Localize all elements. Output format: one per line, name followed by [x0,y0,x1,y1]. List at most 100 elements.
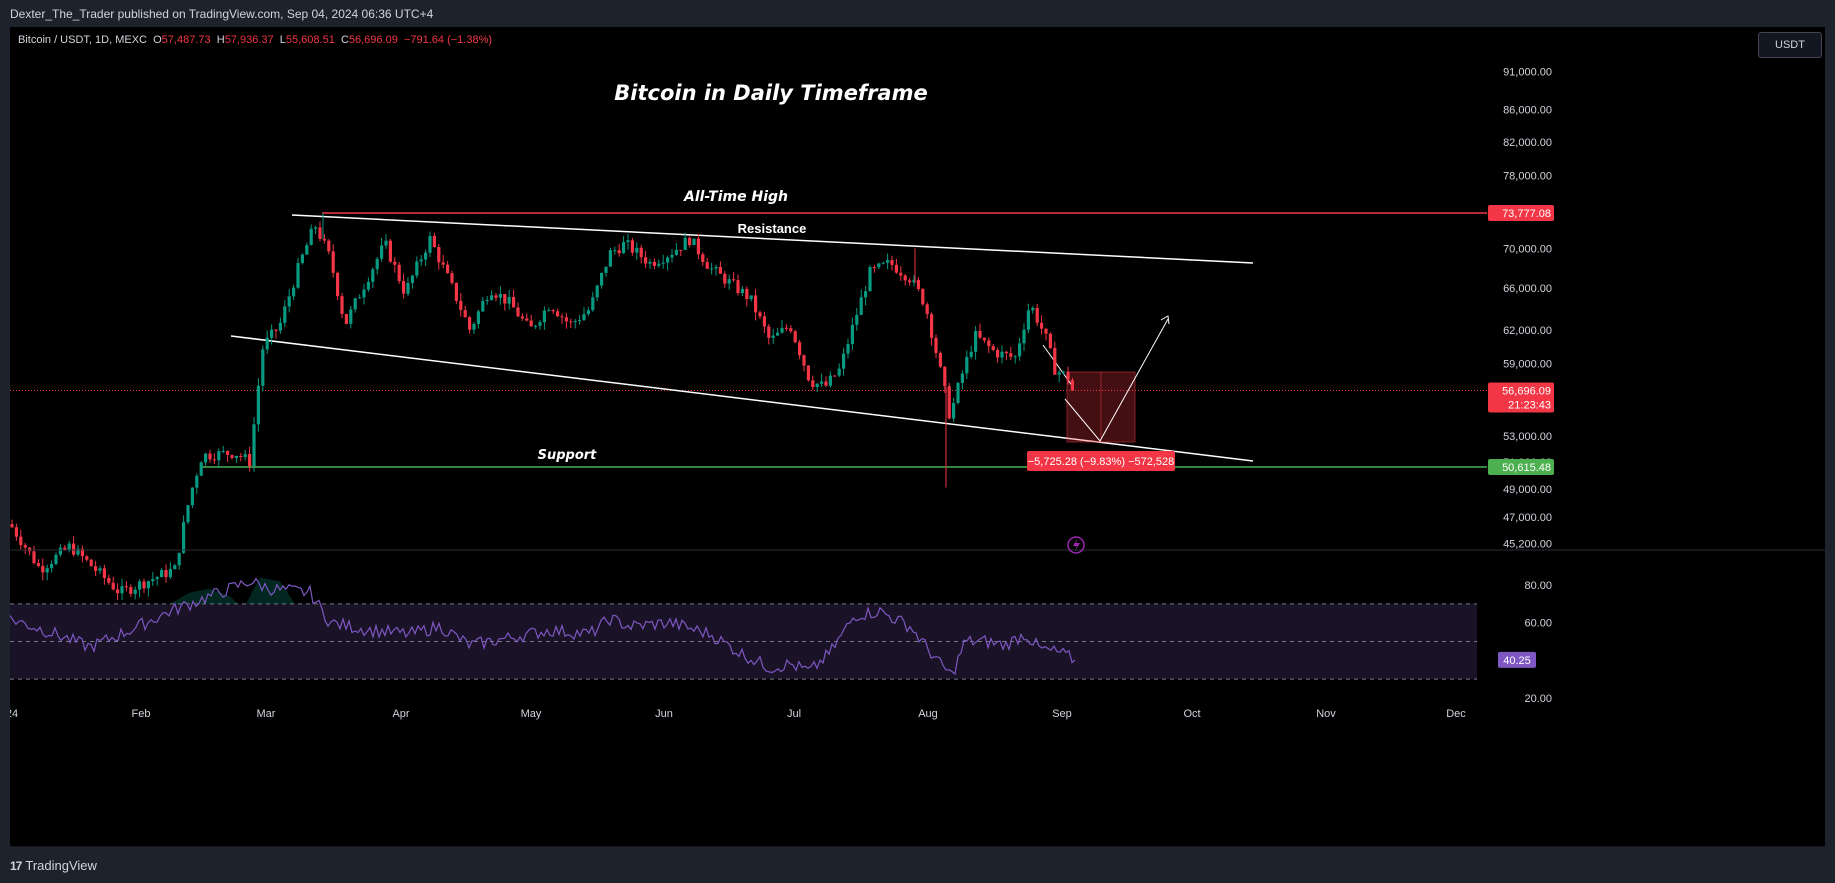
candle-body [991,346,995,350]
candle-body [450,273,454,283]
candle-body [551,310,555,312]
rsi-tag-bg [1498,651,1536,668]
candle-body [1004,351,1008,354]
candle-body [956,383,960,403]
candle-body [538,322,542,326]
support-trendline [230,335,1254,462]
candle-body [1031,307,1035,311]
candle-body [45,568,49,573]
candle-body [14,527,18,537]
candle-body [622,242,626,254]
candle-body [547,310,551,312]
candle-body [380,245,384,259]
candle-body [138,581,142,590]
candle-body [657,263,661,266]
candle-body [151,579,155,582]
candle-body [388,240,392,262]
ohlc-legend: Bitcoin / USDT, 1D, MEXC O57,487.73 H57,… [18,34,492,46]
legend-o-label: O [153,34,162,46]
time-axis-label: Jun [655,708,673,720]
candle-body [736,280,740,294]
candle-body [54,554,58,564]
candle-body [696,238,700,255]
candle-body [85,556,89,560]
rsi-overbought-fill [246,577,295,604]
candle-body [608,250,612,267]
candle-body [155,577,159,580]
chart-canvas[interactable]: 91,000.00 86,000.00 82,000.00 78,000.00 70,0… [10,27,1825,847]
candle-body [446,264,450,274]
candle-body [309,228,313,246]
candle-body [63,547,67,550]
candle-body [498,294,502,298]
candle-body [89,559,93,567]
measure-tag: −5,725.28 (−9.83%) −572,528 [1028,456,1174,468]
tradingview-logo[interactable]: 17 TradingView [10,858,97,873]
candle-body [868,267,872,292]
rsi-current-tag: 40.25 [1503,655,1531,667]
candle-body [503,294,507,304]
price-axis-label: 70,000.00 [1503,243,1552,255]
candle-body [142,581,146,589]
candle-body [133,589,137,594]
candle-body [248,454,252,467]
candle-body [212,459,216,461]
candle-body [111,582,115,590]
candle-body [943,366,947,387]
candle-body [19,536,23,546]
candle-body [129,586,133,594]
currency-button[interactable]: USDT [1758,32,1822,58]
price-axis-label: 53,000.00 [1503,431,1552,443]
candle-body [1044,328,1048,334]
candle-body [230,455,234,459]
candle-body [806,365,810,381]
candle-body [243,454,247,457]
candle-body [798,342,802,356]
candle-body [208,453,212,460]
candle-body [617,250,621,254]
candle-body [987,340,991,347]
candle-body [1048,333,1052,348]
time-axis-label: May [521,708,542,720]
candle-body [168,569,172,578]
ath-price-tag-bg [1488,205,1554,221]
candle-body [476,311,480,324]
candle-body [1053,347,1057,375]
bottom-bar: 17 TradingView [0,847,1835,883]
candle-body [1040,322,1044,329]
candle-body [50,563,54,569]
candle-body [921,288,925,305]
candle-body [670,254,674,258]
candle-body [1035,307,1039,323]
candle-body [428,235,432,253]
price-axis-label: 82,000.00 [1503,137,1552,149]
candle-body [674,249,678,255]
candle-body [578,320,582,322]
candle-body [120,586,124,594]
candle-body [261,349,265,386]
candle-body [146,581,150,589]
candle-body [952,402,956,419]
candle-body [718,267,722,274]
candle-body [190,487,194,506]
candle-body [424,252,428,260]
ath-label: All-Time High [683,189,788,205]
candle-body [591,297,595,311]
candle-body [604,266,608,273]
candle-body [340,296,344,314]
candle-body [692,238,696,246]
candle-body [300,254,304,264]
candle-body [886,260,890,263]
candle-body [107,577,111,583]
candle-body [930,314,934,338]
candle-body [974,330,978,352]
rsi-axis-label: 20.00 [1524,693,1552,705]
rsi-axis-label: 80.00 [1524,580,1552,592]
candle-body [454,282,458,301]
candle-body [877,263,881,268]
chart-area[interactable]: 91,000.00 86,000.00 82,000.00 78,000.00 70,0… [10,27,1825,847]
candle-body [331,251,335,273]
time-axis-label: Aug [918,708,938,720]
candle-body [177,552,181,566]
alert-lightning-icon [1067,536,1085,554]
